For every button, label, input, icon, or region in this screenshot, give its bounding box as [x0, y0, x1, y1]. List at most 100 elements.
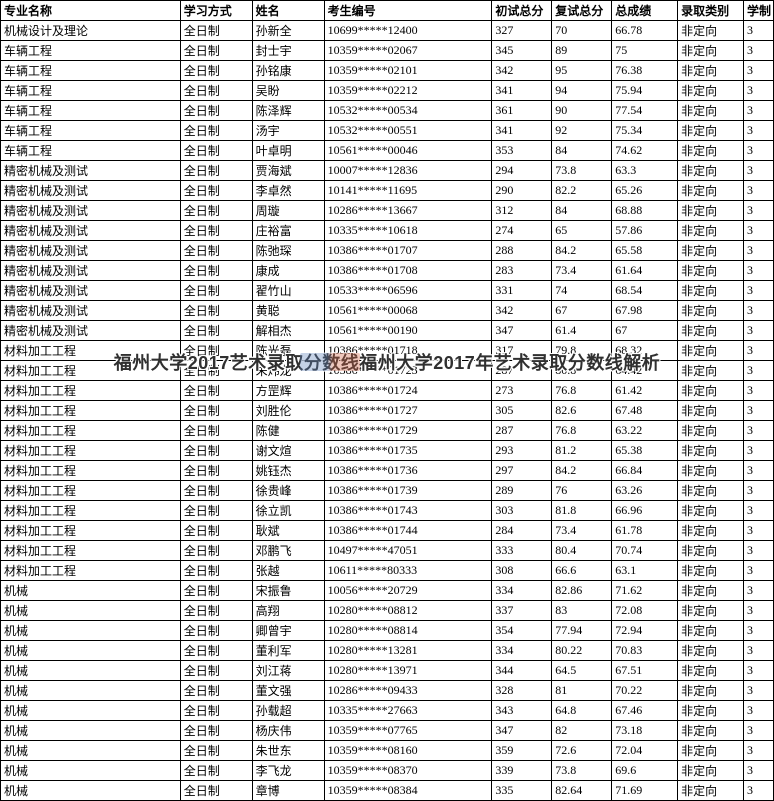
table-row: 机械全日制李飞龙10359*****0837033973.869.6非定向3	[1, 761, 774, 781]
table-cell: 317	[492, 341, 552, 361]
table-cell: 312	[492, 201, 552, 221]
table-cell: 3	[744, 241, 774, 261]
table-cell: 非定向	[678, 481, 744, 501]
table-cell: 非定向	[678, 161, 744, 181]
table-cell: 非定向	[678, 621, 744, 641]
table-cell: 10561*****00190	[324, 321, 492, 341]
table-cell: 刘江蒋	[252, 661, 324, 681]
table-cell: 全日制	[180, 701, 252, 721]
table-cell: 81.2	[552, 441, 612, 461]
table-cell: 全日制	[180, 341, 252, 361]
table-cell: 3	[744, 101, 774, 121]
table-cell: 333	[492, 541, 552, 561]
table-row: 机械全日制高翔10280*****088123378372.08非定向3	[1, 601, 774, 621]
table-cell: 84.2	[552, 461, 612, 481]
table-cell: 64.8	[552, 701, 612, 721]
table-cell: 全日制	[180, 261, 252, 281]
table-cell: 3	[744, 281, 774, 301]
table-cell: 非定向	[678, 141, 744, 161]
table-cell: 全日制	[180, 661, 252, 681]
table-cell: 10386*****01739	[324, 481, 492, 501]
table-cell: 3	[744, 521, 774, 541]
table-cell: 80.4	[552, 541, 612, 561]
table-cell: 75	[612, 41, 678, 61]
table-cell: 陈光磊	[252, 341, 324, 361]
table-cell: 全日制	[180, 361, 252, 381]
table-row: 材料加工工程全日制方罡辉10386*****0172427376.861.42非…	[1, 381, 774, 401]
table-cell: 3	[744, 221, 774, 241]
table-cell: 61.4	[552, 321, 612, 341]
table-cell: 289	[492, 481, 552, 501]
table-cell: 非定向	[678, 741, 744, 761]
col-header: 学制	[744, 1, 774, 21]
table-cell: 10532*****00534	[324, 101, 492, 121]
table-cell: 朱炜龙	[252, 361, 324, 381]
table-cell: 10286*****13667	[324, 201, 492, 221]
table-cell: 274	[492, 221, 552, 241]
table-cell: 76.8	[552, 381, 612, 401]
table-cell: 3	[744, 41, 774, 61]
table-cell: 董利军	[252, 641, 324, 661]
table-cell: 全日制	[180, 221, 252, 241]
table-cell: 全日制	[180, 301, 252, 321]
table-cell: 全日制	[180, 501, 252, 521]
table-cell: 刘胜伦	[252, 401, 324, 421]
table-cell: 机械	[1, 741, 181, 761]
table-cell: 67.48	[612, 401, 678, 421]
table-cell: 机械	[1, 701, 181, 721]
table-cell: 63.22	[612, 421, 678, 441]
table-cell: 机械	[1, 781, 181, 801]
table-cell: 3	[744, 501, 774, 521]
table-cell: 孙铭康	[252, 61, 324, 81]
table-cell: 全日制	[180, 581, 252, 601]
table-cell: 庄裕富	[252, 221, 324, 241]
table-row: 材料加工工程全日制谢文煊10386*****0173529381.265.38非…	[1, 441, 774, 461]
table-cell: 全日制	[180, 121, 252, 141]
table-row: 精密机械及测试全日制黄聪10561*****000683426767.98非定向…	[1, 301, 774, 321]
table-cell: 康成	[252, 261, 324, 281]
table-cell: 非定向	[678, 681, 744, 701]
table-cell: 精密机械及测试	[1, 281, 181, 301]
table-cell: 全日制	[180, 241, 252, 261]
table-cell: 全日制	[180, 81, 252, 101]
table-cell: 73.8	[552, 161, 612, 181]
table-cell: 63.1	[612, 561, 678, 581]
table-cell: 10611*****80333	[324, 561, 492, 581]
table-cell: 全日制	[180, 281, 252, 301]
table-cell: 82	[552, 721, 612, 741]
table-row: 精密机械及测试全日制周璇10286*****136673128468.88非定向…	[1, 201, 774, 221]
table-cell: 10386*****01707	[324, 241, 492, 261]
table-cell: 10497*****47051	[324, 541, 492, 561]
table-cell: 邓鹏飞	[252, 541, 324, 561]
table-cell: 3	[744, 541, 774, 561]
table-cell: 机械	[1, 761, 181, 781]
table-cell: 李飞龙	[252, 761, 324, 781]
table-cell: 61.42	[612, 381, 678, 401]
table-cell: 305	[492, 401, 552, 421]
table-cell: 全日制	[180, 381, 252, 401]
table-cell: 61.78	[612, 521, 678, 541]
table-cell: 非定向	[678, 721, 744, 741]
table-cell: 非定向	[678, 121, 744, 141]
table-cell: 66.6	[552, 561, 612, 581]
table-cell: 3	[744, 61, 774, 81]
table-cell: 精密机械及测试	[1, 161, 181, 181]
table-cell: 82.6	[552, 401, 612, 421]
table-cell: 全日制	[180, 621, 252, 641]
table-cell: 3	[744, 361, 774, 381]
col-header: 复试总分	[552, 1, 612, 21]
table-cell: 345	[492, 41, 552, 61]
table-cell: 343	[492, 701, 552, 721]
table-cell: 80.8	[552, 361, 612, 381]
table-cell: 非定向	[678, 81, 744, 101]
table-cell: 3	[744, 121, 774, 141]
table-cell: 287	[492, 421, 552, 441]
table-cell: 347	[492, 721, 552, 741]
table-cell: 10280*****08814	[324, 621, 492, 641]
table-cell: 77.94	[552, 621, 612, 641]
table-cell: 机械	[1, 661, 181, 681]
table-cell: 黄聪	[252, 301, 324, 321]
table-row: 车辆工程全日制吴盼10359*****022123419475.94非定向3	[1, 81, 774, 101]
table-row: 精密机械及测试全日制陈弛琛10386*****0170728884.265.58…	[1, 241, 774, 261]
table-cell: 非定向	[678, 221, 744, 241]
